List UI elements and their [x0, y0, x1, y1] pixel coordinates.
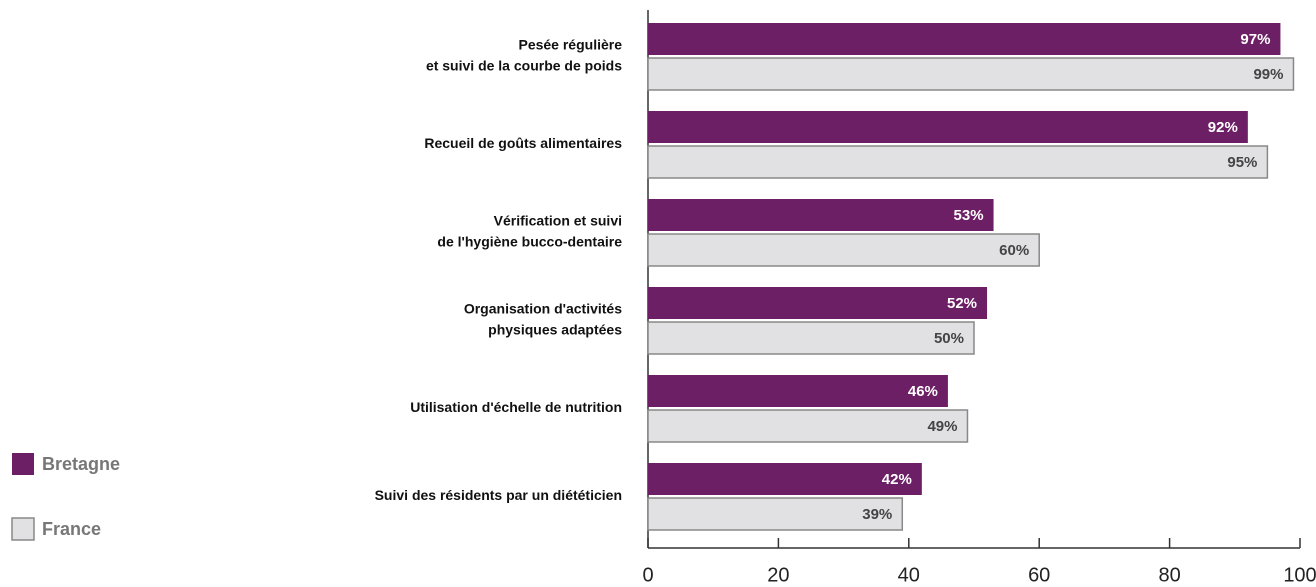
- legend-swatch: [11, 517, 35, 541]
- value-label: 53%: [954, 207, 984, 224]
- category-label: Recueil de goûts alimentaires: [424, 135, 622, 151]
- bar: [648, 199, 994, 231]
- value-label: 52%: [947, 295, 977, 312]
- value-label: 60%: [999, 242, 1029, 259]
- value-label: 97%: [1240, 31, 1270, 48]
- legend-label: France: [42, 519, 101, 539]
- category-label: Organisation d'activités: [464, 301, 622, 317]
- x-tick-label: 0: [642, 564, 653, 586]
- value-label: 42%: [882, 471, 912, 488]
- value-label: 50%: [934, 330, 964, 347]
- category-label: Utilisation d'échelle de nutrition: [410, 399, 622, 415]
- x-tick-label: 100: [1283, 564, 1316, 586]
- value-label: 99%: [1253, 66, 1283, 83]
- bar: [647, 409, 969, 443]
- category-label: Vérification et suivi: [494, 213, 622, 229]
- bar: [648, 375, 948, 407]
- value-label: 95%: [1227, 154, 1257, 171]
- bar: [648, 111, 1248, 143]
- bar: [648, 463, 922, 495]
- value-label: 49%: [927, 418, 957, 435]
- bar: [647, 497, 904, 531]
- x-tick-label: 20: [767, 564, 789, 586]
- bar: [647, 57, 1295, 91]
- category-label: Pesée régulière: [518, 37, 622, 53]
- legend-swatch: [12, 453, 34, 475]
- bar: [647, 233, 1040, 267]
- x-tick-label: 40: [898, 564, 920, 586]
- category-label: Suivi des résidents par un diététicien: [375, 487, 622, 503]
- bar: [648, 287, 988, 319]
- value-label: 39%: [862, 506, 892, 523]
- x-tick-label: 80: [1158, 564, 1180, 586]
- legend-label: Bretagne: [42, 454, 120, 474]
- value-label: 46%: [908, 383, 938, 400]
- bar: [647, 321, 975, 355]
- bar: [648, 23, 1281, 55]
- category-label: et suivi de la courbe de poids: [426, 58, 622, 74]
- category-label: physiques adaptées: [488, 322, 622, 338]
- bar: [647, 145, 1269, 179]
- value-label: 92%: [1208, 119, 1238, 136]
- x-tick-label: 60: [1028, 564, 1050, 586]
- category-label: de l'hygiène bucco-dentaire: [437, 234, 622, 250]
